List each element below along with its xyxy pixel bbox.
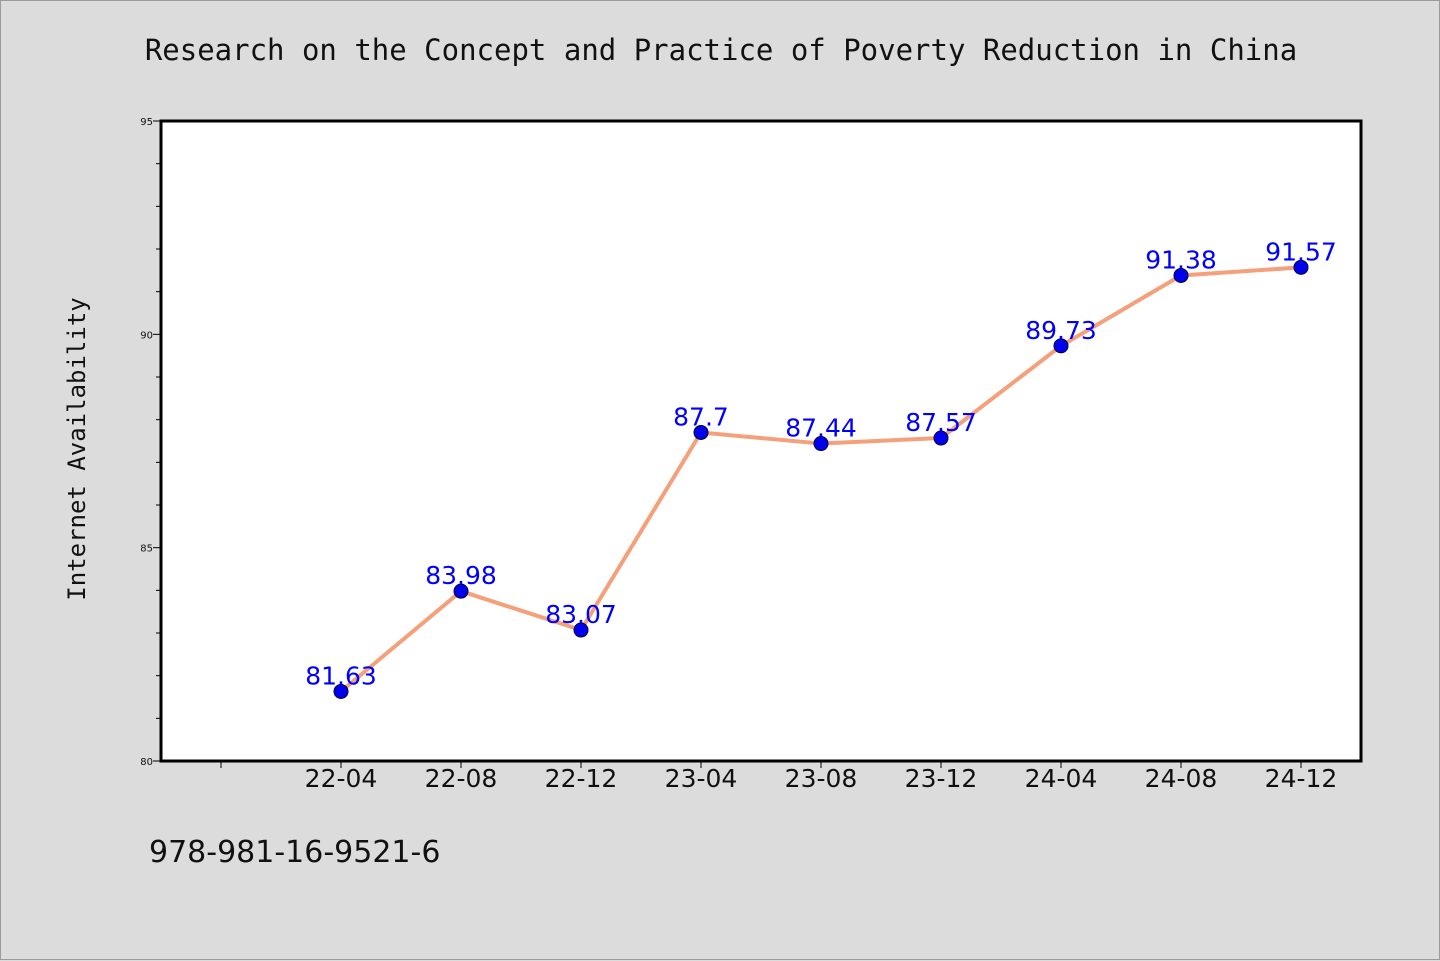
data-label: 87.57 — [905, 408, 977, 437]
x-tick-label: 24-12 — [1265, 764, 1338, 793]
data-point — [693, 424, 709, 440]
x-tick-label: 23-04 — [665, 764, 738, 793]
x-tick-label: 24-08 — [1145, 764, 1218, 793]
data-label: 91.57 — [1265, 237, 1337, 266]
data-point — [813, 436, 829, 452]
data-label: 81.63 — [305, 661, 377, 690]
data-point — [1053, 338, 1069, 354]
isbn-text: 978-981-16-9521-6 — [149, 835, 441, 870]
data-point — [453, 583, 469, 599]
data-label: 87.7 — [673, 402, 729, 431]
data-point — [1173, 267, 1189, 283]
x-tick-label: 23-12 — [905, 764, 978, 793]
x-tick-label: 24-04 — [1025, 764, 1098, 793]
y-tick-label: 80 — [140, 757, 153, 768]
data-label: 87.44 — [785, 414, 857, 443]
y-axis-title: Internet Availability — [63, 297, 91, 600]
data-label: 91.38 — [1145, 245, 1217, 274]
data-point — [933, 430, 949, 446]
x-tick-label: 23-08 — [785, 764, 858, 793]
x-tick-label: 22-12 — [545, 764, 618, 793]
plot-area — [159, 119, 1363, 763]
data-point — [573, 622, 589, 638]
data-point — [333, 683, 349, 699]
x-tick-label: 22-04 — [305, 764, 378, 793]
chart-title: Research on the Concept and Practice of … — [144, 33, 1298, 67]
data-label: 83.07 — [545, 600, 617, 629]
y-tick-label: 85 — [140, 544, 153, 555]
y-tick-label: 90 — [140, 330, 153, 341]
x-tick-label: 22-08 — [425, 764, 498, 793]
data-label: 89.73 — [1025, 316, 1097, 345]
data-point — [1293, 259, 1309, 275]
y-tick-label: 95 — [140, 117, 153, 128]
data-label: 83.98 — [425, 561, 497, 590]
